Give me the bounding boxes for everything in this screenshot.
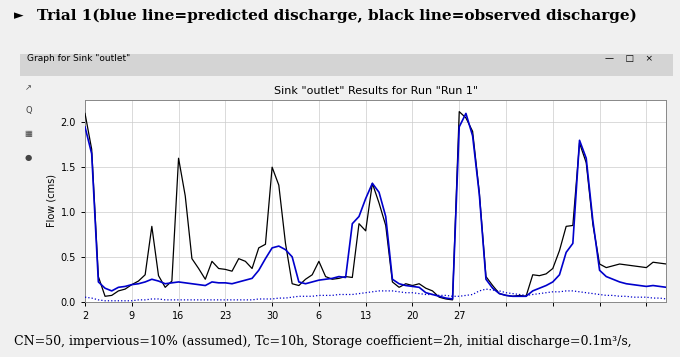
Text: ▦: ▦ xyxy=(24,129,33,139)
Text: ↗: ↗ xyxy=(25,83,32,92)
Text: CN=50, impervious=10% (assumed), Tc=10h, Storage coefficient=2h, initial dischar: CN=50, impervious=10% (assumed), Tc=10h,… xyxy=(14,335,631,348)
Title: Sink "outlet" Results for Run "Run 1": Sink "outlet" Results for Run "Run 1" xyxy=(273,86,478,96)
Text: —    □    ×: — □ × xyxy=(605,54,653,63)
Text: Q: Q xyxy=(25,106,32,115)
Text: ●: ● xyxy=(25,152,32,162)
Bar xyxy=(20,54,673,76)
Text: ►: ► xyxy=(14,9,23,22)
Y-axis label: Flow (cms): Flow (cms) xyxy=(46,174,56,227)
Text: Graph for Sink "outlet": Graph for Sink "outlet" xyxy=(27,54,131,63)
Text: Trial 1(blue line=predicted discharge, black line=observed discharge): Trial 1(blue line=predicted discharge, b… xyxy=(37,9,637,23)
